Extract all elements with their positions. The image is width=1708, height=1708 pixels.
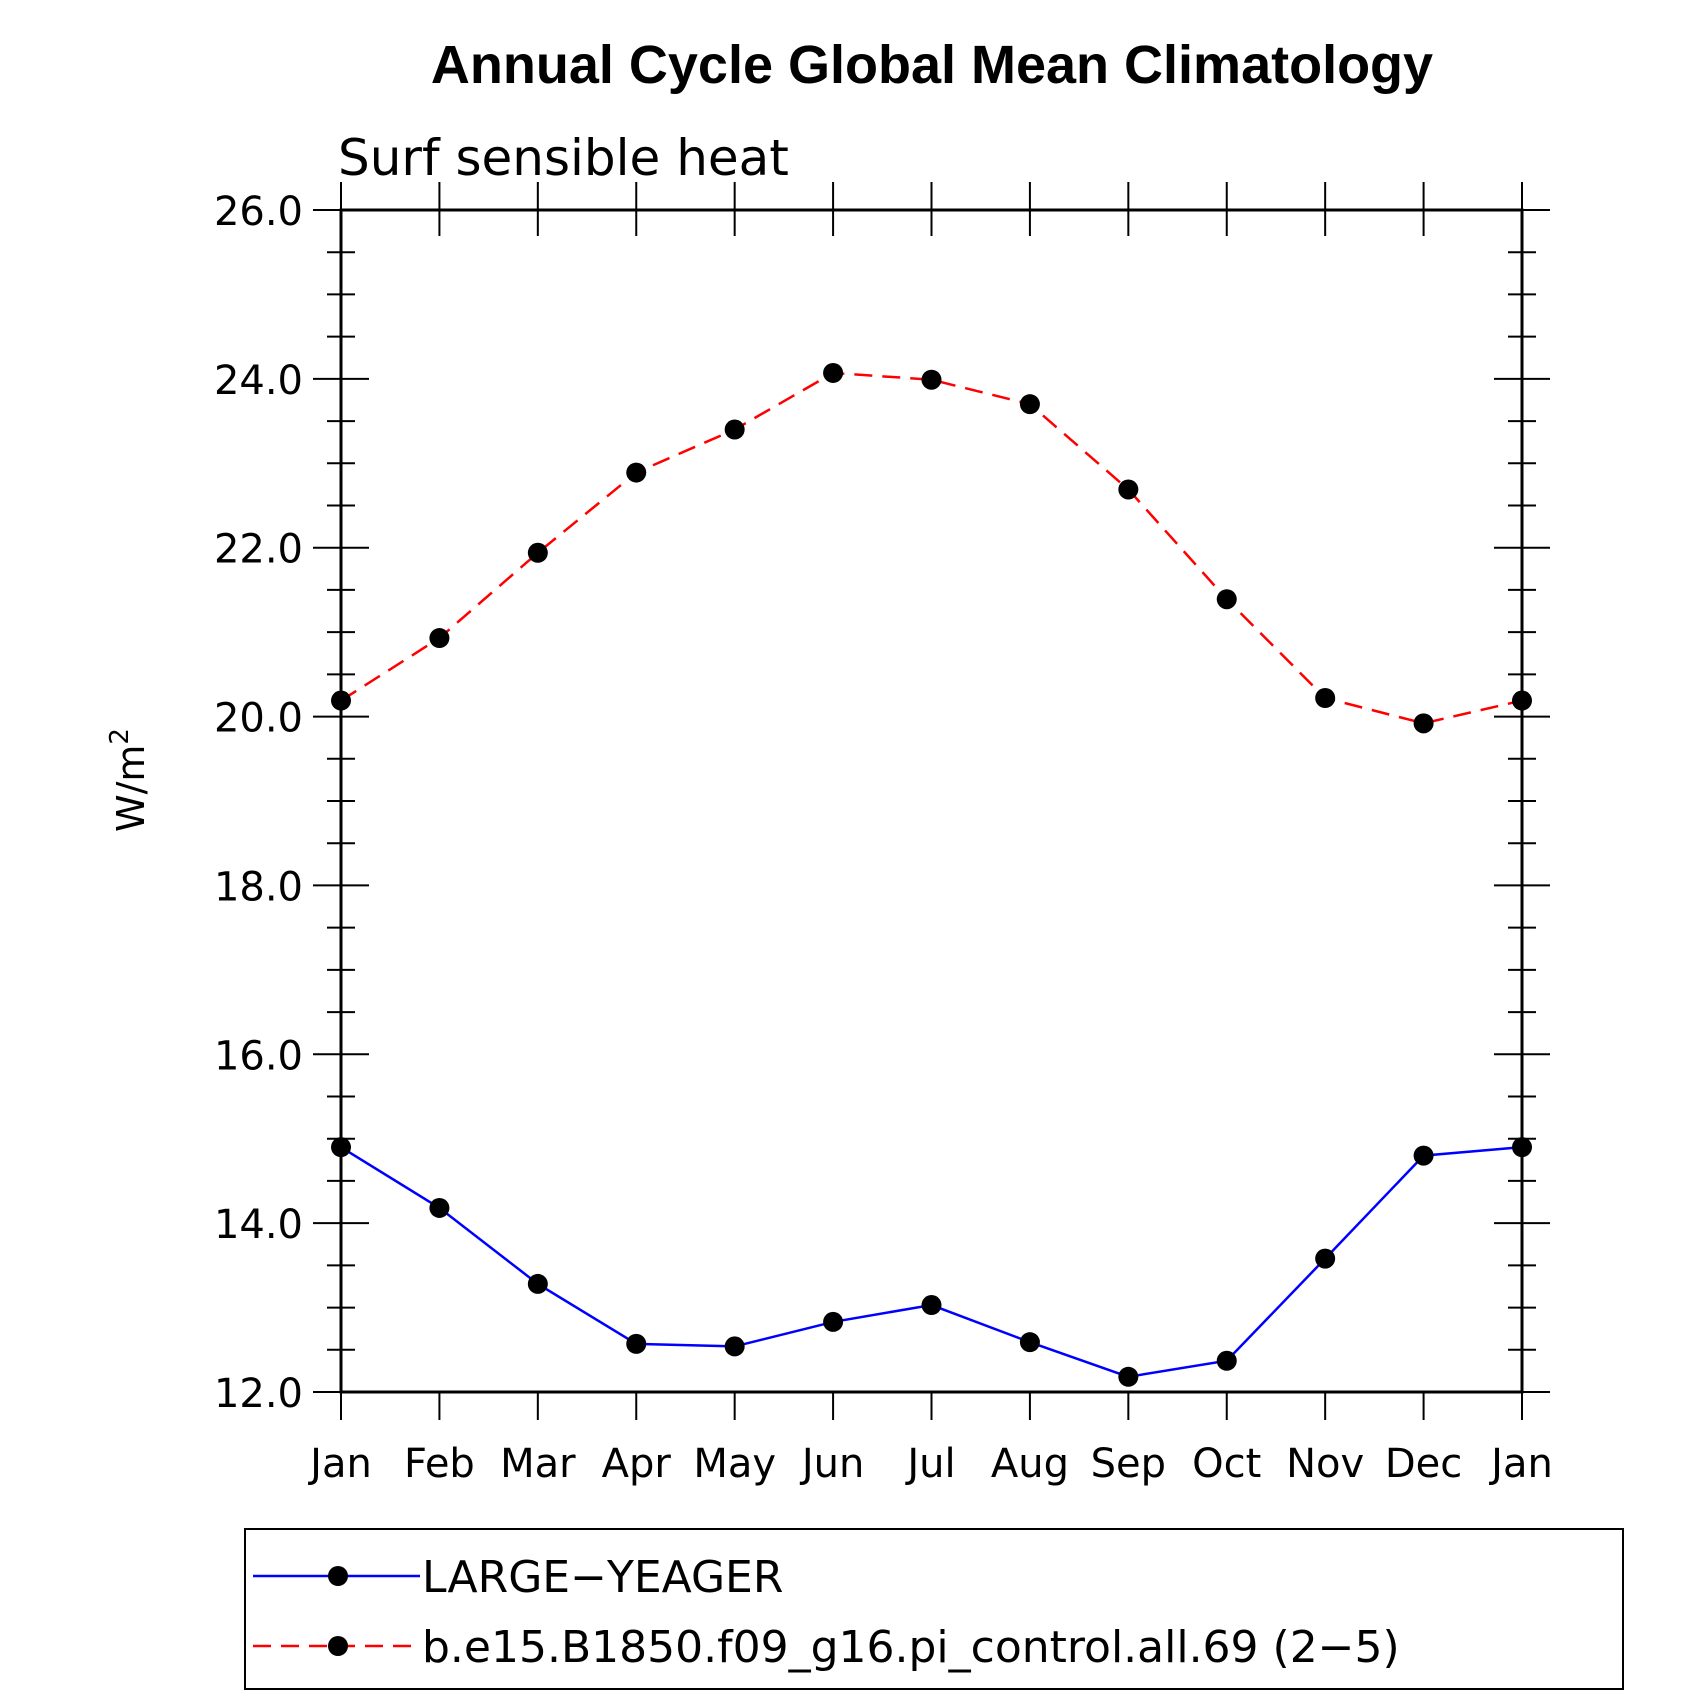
x-tick-label: May xyxy=(693,1441,776,1487)
series-2-point xyxy=(429,628,450,649)
legend: LARGE−YEAGER b.e15.B1850.f09_g16.pi_contr… xyxy=(244,1528,1624,1690)
series-1-point xyxy=(1216,1350,1237,1371)
x-tick-label: Aug xyxy=(991,1441,1069,1487)
x-tick-label: Jan xyxy=(1488,1441,1553,1487)
x-tick-label: Apr xyxy=(602,1441,672,1487)
x-tick-label: Jun xyxy=(799,1441,865,1487)
series-2-point xyxy=(1413,713,1434,734)
series-1-point xyxy=(429,1197,450,1218)
series-1-point xyxy=(724,1336,745,1357)
x-axis-ticks: Jan Feb Mar Apr May Jun Jul Aug Sep Oct Nov Dec Jan xyxy=(307,182,1553,1487)
x-tick-label: Mar xyxy=(500,1441,576,1487)
series-1-point xyxy=(1019,1332,1040,1353)
x-tick-label: Oct xyxy=(1192,1441,1261,1487)
series-2-point xyxy=(724,419,745,440)
series-1-point xyxy=(331,1137,351,1158)
series-1-point xyxy=(1512,1137,1532,1158)
y-tick-label: 18.0 xyxy=(214,864,303,910)
series-2-point xyxy=(1216,589,1237,610)
series-1-point xyxy=(527,1273,548,1294)
x-tick-label: Sep xyxy=(1091,1441,1166,1487)
legend-marker-2 xyxy=(328,1636,348,1656)
x-tick-label: Dec xyxy=(1385,1441,1462,1487)
x-tick-label: Feb xyxy=(404,1441,475,1487)
y-tick-label: 20.0 xyxy=(214,696,303,742)
x-tick-label: Jan xyxy=(307,1441,372,1487)
series-2-point xyxy=(1118,479,1139,500)
x-tick-label: Nov xyxy=(1286,1441,1364,1487)
series-2-point xyxy=(921,369,942,390)
y-axis-ticks: 12.0 14.0 16.0 18.0 20.0 22.0 24.0 26.0 xyxy=(214,189,1550,1417)
y-tick-label: 22.0 xyxy=(214,527,303,573)
y-tick-label: 12.0 xyxy=(214,1371,303,1417)
series-2-point xyxy=(626,462,647,483)
series-2-point xyxy=(1512,690,1532,711)
series-layer xyxy=(331,362,1532,1387)
svg-text:W/m2: W/m2 xyxy=(105,728,153,832)
series-2-point xyxy=(331,690,351,711)
chart-subtitle: Surf sensible heat xyxy=(338,129,789,187)
series-1-point xyxy=(921,1295,942,1316)
series-1-point xyxy=(626,1333,647,1354)
series-1-point xyxy=(1118,1366,1139,1387)
series-1-point xyxy=(823,1311,844,1332)
chart-title: Annual Cycle Global Mean Climatology xyxy=(431,35,1433,95)
series-2-point xyxy=(527,542,548,563)
series-1-point xyxy=(1413,1145,1434,1166)
y-axis-label-text: W/m xyxy=(109,745,153,832)
y-axis-label-superscript: 2 xyxy=(105,728,135,745)
y-tick-label: 14.0 xyxy=(214,1202,303,1248)
legend-label-2: b.e15.B1850.f09_g16.pi_control.all.69 (2… xyxy=(422,1622,1400,1673)
y-axis-label: W/m2 xyxy=(105,728,153,832)
legend-label-1: LARGE−YEAGER xyxy=(422,1552,783,1603)
series-line-2 xyxy=(340,371,1523,725)
y-tick-label: 16.0 xyxy=(214,1033,303,1079)
series-2-point xyxy=(1315,687,1336,708)
series-2-point xyxy=(1019,394,1040,415)
legend-marker-1 xyxy=(328,1566,348,1586)
series-2-point xyxy=(823,362,844,383)
legend-entries: LARGE−YEAGER b.e15.B1850.f09_g16.pi_contr… xyxy=(253,1552,1400,1673)
series-line-1 xyxy=(340,1145,1523,1379)
series-1-point xyxy=(1315,1248,1336,1269)
y-tick-label: 26.0 xyxy=(214,189,303,235)
legend-box xyxy=(244,1528,1624,1690)
y-tick-label: 24.0 xyxy=(214,358,303,404)
x-tick-label: Jul xyxy=(904,1441,955,1487)
